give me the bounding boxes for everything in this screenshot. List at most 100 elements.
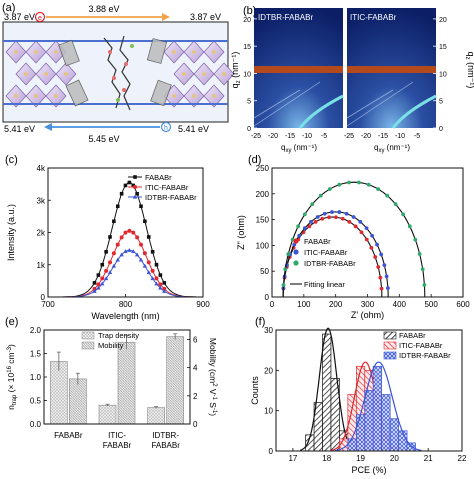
pl-data-point — [162, 288, 167, 293]
trap-legend-label: Mobility — [98, 341, 124, 350]
pl-data-point — [104, 268, 109, 273]
pce-legend-label: FABABr — [399, 331, 426, 340]
eis-data-point — [420, 267, 425, 272]
panel-f-tag: (f) — [255, 316, 265, 328]
pl-data-point — [146, 235, 151, 239]
perovskite-lattice-right — [163, 40, 235, 108]
lattice-atom-icon — [212, 50, 216, 54]
pl-data-point — [162, 286, 167, 291]
giwaxs-xtick-label-right: -5 — [414, 133, 420, 140]
pl-data-point — [143, 219, 147, 224]
eis-ytick-label: 0 — [265, 293, 270, 302]
trap-ytick-label-left: 0.0 — [30, 420, 42, 429]
trap-ytick-label-right: 4 — [193, 364, 198, 373]
energy-top-right: 3.87 eV — [190, 12, 221, 22]
giwaxs-ytick-label-right: 10 — [439, 71, 447, 78]
trap-frame — [43, 329, 191, 425]
pl-data-point — [154, 276, 159, 281]
panel-d: (d) 0 100 200 300 400 500 600 0 50 100 150 200 250 FA… — [236, 154, 470, 320]
pl-data-point — [127, 247, 132, 252]
giwaxs-ytick-label-left: 0 — [247, 126, 251, 133]
eis-data-point — [366, 182, 371, 187]
lattice-atom-icon — [54, 50, 58, 54]
pl-data-point — [150, 250, 155, 254]
pl-data-point — [138, 257, 144, 262]
pl-data-point — [162, 281, 167, 285]
trap-category-label: FABABr — [54, 431, 83, 440]
lattice-atom-icon — [172, 50, 176, 54]
pl-data-point — [142, 263, 148, 268]
hole-arrow-head-icon — [44, 123, 52, 131]
eis-xtick-label: 0 — [270, 300, 275, 309]
eis-data-point — [347, 219, 352, 224]
lattice-atom-icon — [24, 72, 28, 76]
pl-data-point — [127, 180, 132, 185]
eis-data-point — [327, 187, 332, 192]
pl-data-point — [92, 286, 97, 291]
panel-e-tag: (e) — [5, 316, 18, 328]
pce-xtick-label: 22 — [458, 454, 467, 463]
giwaxs-ytick-label-right: 0 — [439, 126, 443, 133]
giwaxs-xtick-label-right: -15 — [378, 133, 388, 140]
trap-category-label: FABABr — [103, 441, 132, 450]
panel-c: (c) 700 800 90001k2k3k4kFABABrITIC-FABABrI… — [5, 154, 210, 321]
pl-data-point — [139, 242, 143, 247]
eis-frame — [271, 167, 464, 298]
eis-data-point — [417, 252, 422, 256]
lattice-atom-icon — [14, 94, 18, 98]
beam-stop-band-left — [254, 66, 343, 73]
eis-legend-label: FABABr — [304, 237, 331, 246]
trap-ylabel-right: Mobility (cm2 V-1 S-1) — [208, 338, 218, 416]
pl-data-point — [115, 204, 120, 209]
panel-b: (b) IDTBR-FABABr ITIC-FABABr 0 0 5 5 10 10 15 1… — [230, 5, 474, 154]
eis-data-point — [369, 245, 374, 250]
eis-data-point — [310, 202, 315, 207]
trap-ylabel-left: ntrap (× 1016 cm-3) — [6, 344, 18, 410]
pl-data-point — [111, 263, 117, 268]
trap-bar — [147, 407, 165, 425]
eis-xtick-label: 200 — [329, 300, 343, 309]
eis-legend-label: ITIC-FABABr — [304, 248, 348, 257]
pce-xtick-label: 19 — [356, 454, 365, 463]
eis-data-point — [296, 224, 301, 229]
beam-stop-band-right — [347, 66, 436, 73]
pce-bar — [355, 414, 366, 452]
eis-data-point — [386, 286, 390, 291]
eis-data-point — [375, 242, 379, 247]
pl-data-point — [100, 281, 105, 286]
eis-data-point — [344, 211, 349, 216]
pl-data-point — [119, 235, 124, 240]
eis-data-point — [322, 211, 327, 216]
eis-legend-fit-label: Fitting linear — [304, 280, 345, 289]
pl-data-point — [154, 281, 159, 286]
eis-ytick-label: 250 — [256, 164, 270, 173]
giwaxs-xtick-label-right: -20 — [361, 133, 371, 140]
lattice-atom-icon — [34, 94, 38, 98]
pl-data-point — [154, 262, 159, 267]
energy-bottom-left: 5.41 eV — [4, 124, 35, 134]
eis-legend-label: IDTBR-FABABr — [304, 259, 356, 268]
eis-data-point — [407, 224, 412, 229]
pl-data-point — [158, 273, 163, 277]
pl-data-point — [108, 260, 112, 265]
eis-xtick-label: 300 — [361, 300, 375, 309]
panel-b-tag: (b) — [243, 5, 256, 17]
pl-data-point — [139, 204, 143, 209]
acceptor-molecule-icon — [58, 35, 172, 111]
eis-data-point — [376, 187, 381, 192]
pl-xlabel: Wavelength (nm) — [91, 311, 159, 321]
pl-series-line — [48, 230, 203, 298]
pl-data-point — [104, 250, 108, 254]
eis-data-point — [353, 224, 358, 229]
eis-data-point — [340, 216, 345, 221]
pce-ytick-label: 0 — [269, 447, 274, 456]
pce-legend-label: IDTBR-FABABr — [399, 351, 451, 360]
pl-data-point — [92, 288, 97, 293]
giwaxs-left-title: IDTBR-FABABr — [258, 13, 313, 22]
eis-data-point — [357, 180, 361, 185]
eis-data-point — [347, 180, 351, 185]
giwaxs-xtick-label-left: -20 — [268, 133, 278, 140]
pl-data-point — [131, 230, 136, 235]
giwaxs-xtick-label-left: -15 — [285, 133, 295, 140]
